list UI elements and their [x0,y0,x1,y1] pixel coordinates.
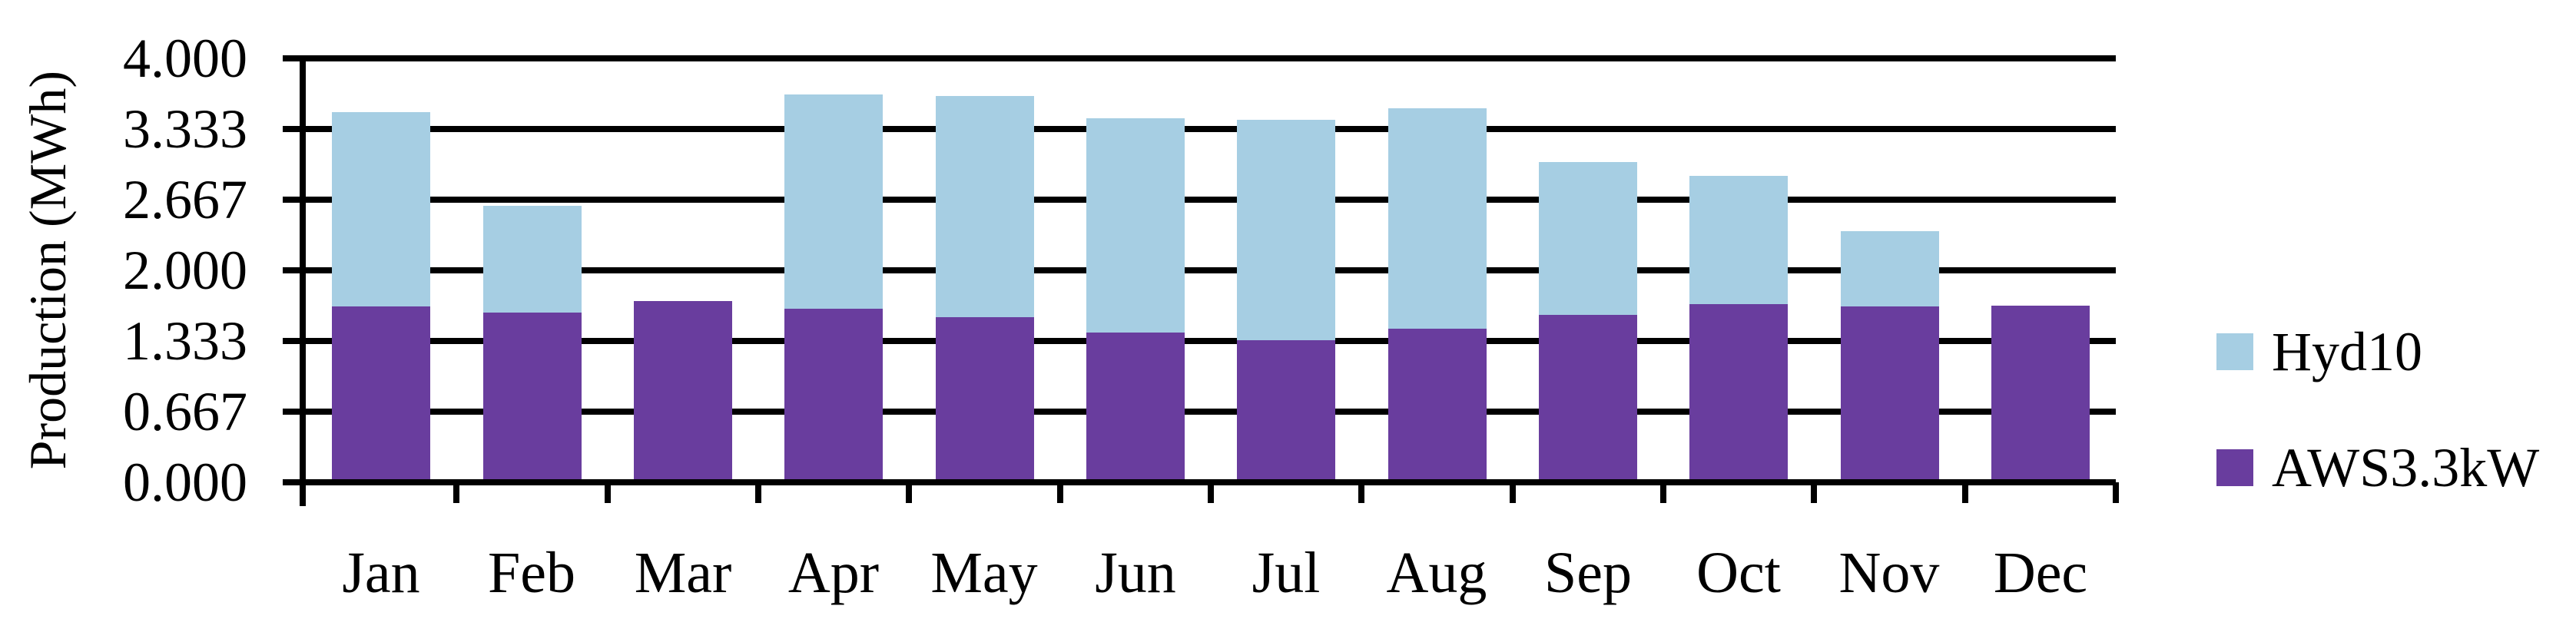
bar-segment-hyd10 [1086,118,1185,333]
legend-label: AWS3.3kW [2272,437,2540,498]
legend-item-hyd10: Hyd10 [2216,323,2422,381]
legend-label: Hyd10 [2272,321,2422,382]
gridline [300,197,2116,203]
x-tick [2113,482,2119,503]
x-tick [1057,482,1063,503]
y-tick-label: 2.667 [123,169,247,230]
x-tick [453,482,459,503]
y-tick-label: 1.333 [123,310,247,372]
x-tick [605,482,611,503]
x-axis-label-jul: Jul [1252,541,1321,605]
bar-segment-hyd10 [1539,162,1637,315]
bar-segment-aws3.3kw [936,317,1034,482]
bar-segment-aws3.3kw [1388,329,1487,482]
y-tick-label: 3.333 [123,98,247,160]
x-tick [1811,482,1817,503]
y-tick-label: 4.000 [123,28,247,89]
x-tick [1510,482,1516,503]
bar-segment-aws3.3kw [784,309,883,482]
bar-segment-hyd10 [1689,176,1788,304]
x-axis-label-mar: Mar [634,541,732,605]
y-tick [283,55,306,61]
x-axis-label-jan: Jan [342,541,420,605]
gridline [300,338,2116,344]
y-tick-label: 0.667 [123,381,247,442]
y-tick [283,409,306,415]
x-tick [1208,482,1214,503]
y-tick [283,267,306,273]
y-tick [283,197,306,203]
bar-segment-aws3.3kw [1841,306,1939,482]
x-tick [1358,482,1364,503]
bar-segment-hyd10 [1841,231,1939,306]
bar-segment-aws3.3kw [1539,315,1637,482]
x-tick [906,482,912,503]
bar-segment-aws3.3kw [332,306,430,482]
x-axis-label-feb: Feb [488,541,575,605]
x-axis-label-aug: Aug [1386,541,1487,605]
x-axis-label-dec: Dec [1993,541,2088,605]
gridline [300,267,2116,273]
y-tick-label: 0.000 [123,452,247,513]
y-tick-label: 2.000 [123,240,247,301]
legend-swatch-aws3.3kw [2216,449,2253,486]
bar-segment-aws3.3kw [1991,306,2090,482]
bar-segment-hyd10 [936,96,1034,317]
y-axis-line [300,55,306,506]
legend-item-aws3.3kw: AWS3.3kW [2216,439,2539,497]
bar-segment-hyd10 [332,112,430,306]
x-axis-label-jun: Jun [1095,541,1176,605]
gridline [300,55,2116,61]
x-axis-label-nov: Nov [1838,541,1940,605]
x-tick [1660,482,1666,503]
bar-segment-hyd10 [784,94,883,309]
y-tick [283,126,306,132]
legend-swatch-hyd10 [2216,333,2253,370]
x-axis-label-oct: Oct [1696,541,1781,605]
x-tick [755,482,761,503]
bar-segment-hyd10 [1388,108,1487,329]
y-tick [283,338,306,344]
bar-segment-hyd10 [1237,120,1335,340]
x-axis-label-sep: Sep [1544,541,1632,605]
gridline [300,409,2116,415]
bar-segment-aws3.3kw [1689,304,1788,482]
x-axis-label-apr: Apr [787,541,880,605]
bar-segment-hyd10 [483,206,582,313]
bar-segment-aws3.3kw [634,301,732,482]
bar-segment-aws3.3kw [1086,333,1185,482]
y-tick [283,479,306,485]
bar-segment-aws3.3kw [483,313,582,482]
x-tick [1962,482,1968,503]
x-axis-label-may: May [930,541,1038,605]
gridline [300,126,2116,132]
bar-segment-aws3.3kw [1237,340,1335,482]
